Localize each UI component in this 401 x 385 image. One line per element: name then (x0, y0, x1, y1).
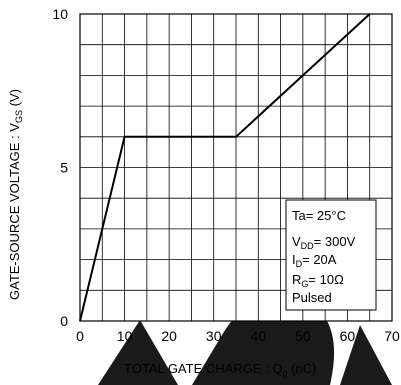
y-tick-label: 0 (60, 313, 68, 329)
conditions-frame (285, 199, 377, 311)
condition-rg: RG= 10Ω (292, 272, 344, 289)
x-tick-label: 40 (250, 328, 266, 344)
gate-charge-curve (79, 13, 371, 322)
y-tick-label: 10 (52, 6, 68, 22)
condition-ta: Ta= 25°C (292, 208, 346, 223)
x-tick-label: 20 (161, 328, 177, 344)
x-tick-label: 70 (384, 328, 400, 344)
x-tick-label: 0 (76, 328, 84, 344)
conditions-box: Ta= 25°C VDD= 300V ID= 20A RG= 10Ω Pulse… (285, 199, 377, 311)
x-tick-label: 60 (340, 328, 356, 344)
condition-pulsed: Pulsed (292, 290, 332, 305)
watermark-right-wedge (340, 325, 392, 385)
condition-vdd: VDD= 300V (292, 234, 356, 251)
y-tick-label: 5 (60, 160, 68, 176)
condition-id: ID= 20A (292, 252, 337, 269)
x-tick-label: 50 (295, 328, 311, 344)
y-axis-label: GATE-SOURCE VOLTAGE : VGS (V) (7, 89, 24, 300)
x-tick-label: 10 (117, 328, 133, 344)
y-tick-labels: 0 5 10 (52, 6, 68, 329)
x-axis-label: TOTAL GATE CHARGE : Qg (nC) (124, 361, 316, 378)
watermark-left-wedge (98, 320, 178, 385)
x-tick-label: 30 (206, 328, 222, 344)
plot-frame (79, 13, 393, 322)
x-tick-labels: 0 10 20 30 40 50 60 70 (76, 328, 400, 344)
